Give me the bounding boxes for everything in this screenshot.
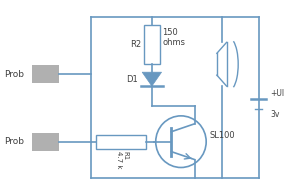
Text: 150: 150 <box>163 29 178 37</box>
Text: SL100: SL100 <box>209 131 235 140</box>
Polygon shape <box>142 72 162 86</box>
Text: Prob: Prob <box>4 137 24 146</box>
Text: Prob: Prob <box>4 70 24 79</box>
FancyBboxPatch shape <box>32 133 59 151</box>
Text: 3v: 3v <box>270 110 280 119</box>
FancyBboxPatch shape <box>32 65 59 83</box>
Text: R1: R1 <box>123 151 129 160</box>
Text: 4.7 k: 4.7 k <box>116 151 122 168</box>
FancyBboxPatch shape <box>96 135 146 149</box>
Text: +UI: +UI <box>270 89 284 98</box>
FancyBboxPatch shape <box>144 24 160 64</box>
Text: ohms: ohms <box>163 38 185 47</box>
Text: D1: D1 <box>127 75 138 84</box>
Text: R2: R2 <box>130 40 141 49</box>
